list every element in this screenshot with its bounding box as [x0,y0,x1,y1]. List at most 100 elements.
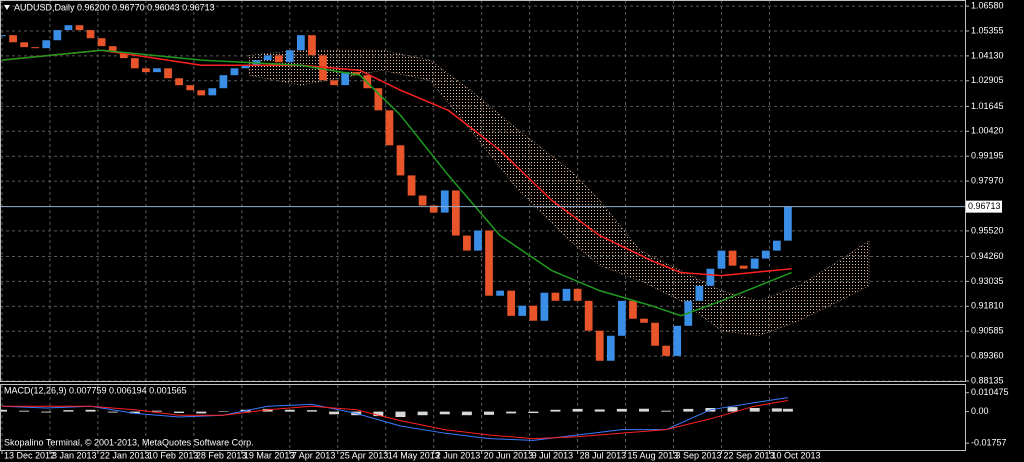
macd-histogram-bar [129,411,140,414]
x-tick-label: 28 Feb 2013 [196,450,247,460]
macd-histogram-bar [174,411,185,414]
macd-histogram-bar [19,410,30,412]
macd-histogram-bar [506,411,517,414]
candle [407,175,416,196]
candle [595,330,604,361]
y-tick-label: 0.97970 [971,175,1004,185]
macd-histogram-bar [594,409,605,412]
x-tick-label: 19 Mar 2013 [244,450,295,460]
y-tick-label: 1.06580 [971,0,1004,10]
candle [629,300,637,319]
x-tick-label: 10 Feb 2013 [148,450,199,460]
candle [695,285,704,301]
macd-histogram-bar [439,411,450,415]
macd-histogram-bar [661,410,672,412]
candle [285,50,294,63]
candle [640,318,648,323]
candle [429,205,438,213]
candle [186,85,195,91]
candle [241,65,250,69]
price-panel-frame [0,0,966,382]
macd-histogram-bar [484,411,495,415]
candle [418,195,427,206]
candle [584,300,593,331]
candle [42,40,51,49]
candle [142,68,150,73]
candle [562,288,571,301]
x-tick-label: 22 Jan 2013 [100,450,150,460]
ichimoku-cloud [248,49,870,337]
macd-histogram-bar [417,411,428,416]
macd-line [2,399,788,440]
candle [175,78,183,86]
candle [451,190,460,236]
macd-title: MACD(12,26,9) 0.007759 0.006194 0.001565 [4,385,187,395]
candle [130,58,139,69]
current-price-box [966,200,1002,213]
y-tick-label: 0.99195 [971,151,1004,161]
macd-histogram-bar [196,411,207,414]
macd-histogram-bar [0,409,7,412]
candle [739,265,748,269]
current-price-label: 0.96713 [968,201,1001,211]
candle [108,46,117,53]
candle [463,235,471,251]
candle [296,35,305,51]
y-tick-label: 0.95520 [971,225,1004,235]
candle [551,292,560,301]
candle [64,25,73,31]
x-tick-label: 3 Jan 2013 [52,450,97,460]
candle [31,47,40,49]
macd-histogram-bar [749,408,760,412]
x-tick-label: 20 Jun 2013 [484,450,534,460]
moving-average [1,49,792,317]
y-tick-label: 1.01645 [971,101,1004,111]
candle [274,55,283,63]
candle [341,72,350,86]
y-tick-label: 0.00 [971,406,989,416]
candle [772,240,781,251]
macd-histogram-bar [683,408,694,412]
candle [208,88,217,96]
candle [230,68,239,76]
candle [197,90,206,96]
macd-histogram-bar [639,408,649,412]
candle [573,288,582,301]
candle [53,30,62,41]
candle [9,35,17,43]
candle [164,68,172,79]
menu-arrow [4,5,10,10]
macd-histogram-bar [284,409,295,412]
macd-histogram-bar [85,409,96,412]
x-tick-label: 2 Jun 2013 [436,450,481,460]
candle [97,38,106,47]
x-tick-label: 3 Sep 2013 [676,450,722,460]
candle [485,230,493,296]
candle [330,80,338,86]
x-tick-label: 7 Apr 2013 [292,450,336,460]
candle [374,88,383,111]
y-tick-label: 1.05355 [971,25,1004,35]
candle [219,75,228,89]
y-tick-label: 1.04130 [971,50,1004,60]
macd-histogram-bar [41,411,52,413]
macd-histogram-bar [727,407,738,412]
candle [496,290,504,296]
candle [119,52,128,59]
candle [606,335,615,361]
macd-histogram-bar [395,411,406,417]
candle [352,72,361,76]
candle [86,30,95,39]
x-tick-label: 9 Jul 2013 [532,450,574,460]
candle [673,325,682,356]
y-tick-label: 0.88135 [971,375,1004,385]
candle [440,190,449,213]
x-tick-label: 25 Apr 2013 [340,450,389,460]
candle [728,250,737,266]
macd-histogram-bar [306,410,317,412]
y-tick-label: 1.02905 [971,75,1004,85]
candle [651,322,659,346]
macd-histogram-bar [329,411,340,415]
chart-title: AUDUSD,Daily 0.96200 0.96770 0.96043 0.9… [14,2,215,12]
